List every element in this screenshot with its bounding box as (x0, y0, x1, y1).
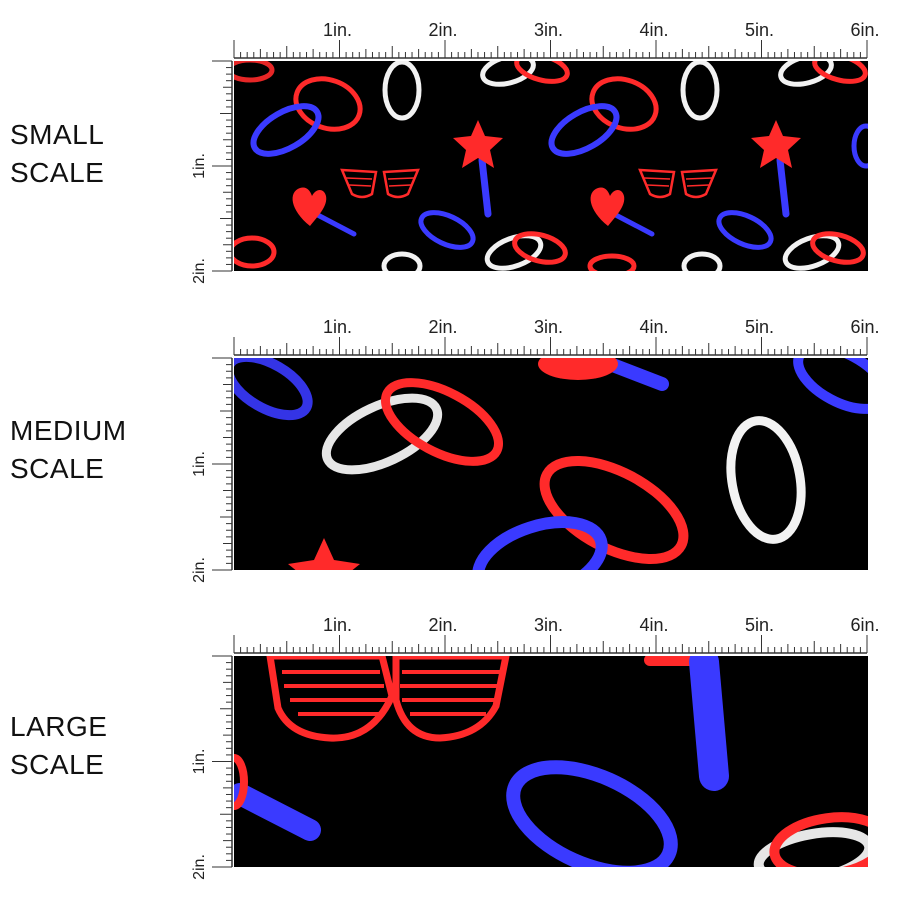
vertical-ruler: 1in. 2in. (191, 60, 233, 284)
ruler-tick-label: 3in. (534, 615, 563, 635)
glow-ring-blue (418, 210, 476, 250)
ruler-and-swatch-large: 1in. 2in. 3in. 4in. 5in. 6in. 1in. 2in. (191, 615, 880, 880)
ruler-tick-label: 6in. (850, 615, 879, 635)
heart-wand-icon (590, 187, 655, 237)
glow-ring-white (782, 233, 842, 271)
glow-ring-red (380, 378, 504, 466)
horizontal-ruler: 1in. 2in. 3in. 4in. 5in. 6in. (233, 615, 880, 654)
glow-ring-white (484, 233, 544, 271)
ruler-tick-label: 1in. (323, 20, 352, 40)
horizontal-ruler: 1in. 2in. 3in. 4in. 5in. 6in. (233, 20, 880, 59)
glow-ring-white (382, 61, 422, 121)
glow-ring-blue (250, 103, 322, 157)
sample-small: SMALL SCALE 1in. 2in. 3in. 4in. 5in. 6in. 1in… (0, 0, 900, 300)
glow-ring-blue (472, 516, 608, 570)
glow-ring-white (726, 416, 806, 544)
glow-ring-red (587, 253, 637, 271)
glow-ring-red (512, 231, 568, 265)
label-line: MEDIUM (10, 415, 127, 446)
sample-medium: MEDIUM SCALE 1in. 2in. 3in. 4in. 5in. 6in. 1i… (0, 298, 900, 598)
sample-large: LARGE SCALE 1in. 2in. 3in. 4in. 5in. 6in. 1in… (0, 596, 900, 896)
glow-ring-red (234, 61, 275, 83)
glow-ring-blue (851, 123, 868, 169)
label-line: SCALE (10, 157, 105, 188)
ruler-tick-label: 4in. (639, 20, 668, 40)
ruler-tick-label: 6in. (850, 20, 879, 40)
ruler-tick-label: 2in. (191, 854, 208, 880)
glow-stick-blue (234, 783, 321, 841)
ruler-tick-label: 1in. (191, 749, 208, 775)
fabric-swatch (234, 61, 868, 271)
ruler-tick-label: 5in. (745, 20, 774, 40)
ruler-tick-label: 6in. (850, 317, 879, 337)
pattern-print (234, 656, 868, 867)
ruler-tick-label: 1in. (191, 153, 208, 179)
glow-stick-blue (603, 358, 669, 391)
glasses-icon (340, 168, 420, 199)
glow-ring-white (778, 61, 834, 87)
ruler-tick-label: 4in. (639, 317, 668, 337)
ruler-tick-label: 4in. (639, 615, 668, 635)
ruler-tick-label: 5in. (745, 615, 774, 635)
pattern-print (234, 61, 868, 271)
label-line: SMALL (10, 119, 105, 150)
glow-ring-white (680, 61, 720, 121)
ruler-tick-label: 2in. (191, 258, 208, 284)
ruler-tick-label: 5in. (745, 317, 774, 337)
ruler-tick-label: 3in. (534, 317, 563, 337)
glow-ring-blue (234, 358, 313, 421)
glow-ring-red (234, 754, 248, 810)
vertical-ruler: 1in. 2in. (191, 357, 233, 583)
ruler-and-swatch-small: 1in. 2in. 3in. 4in. 5in. 6in. 1in. 2in. (191, 20, 880, 284)
glow-ring-white (681, 251, 723, 271)
horizontal-ruler: 1in. 2in. 3in. 4in. 5in. 6in. (233, 317, 880, 356)
glow-ring-white (480, 61, 536, 87)
glow-ring-red (293, 76, 363, 132)
glow-ring-blue (548, 103, 620, 157)
glasses-icon (266, 656, 510, 742)
glow-ring-blue (716, 210, 774, 250)
pattern-print (234, 358, 868, 570)
glow-ring-red (769, 812, 868, 867)
glow-ring-red (234, 235, 277, 269)
glow-ring-blue (506, 760, 678, 867)
ruler-tick-label: 2in. (428, 20, 457, 40)
scale-label-medium: MEDIUM SCALE (10, 412, 127, 488)
ruler-tick-label: 1in. (191, 451, 208, 477)
star-wand-icon (751, 120, 801, 218)
ruler-tick-label: 3in. (534, 20, 563, 40)
ruler-tick-label: 2in. (428, 615, 457, 635)
glasses-icon (638, 168, 718, 199)
glow-ring-red (810, 231, 866, 265)
glow-ring-white (381, 251, 423, 271)
glow-ring-red (812, 61, 868, 84)
glow-ring-red (514, 61, 570, 84)
label-line: LARGE (10, 711, 108, 742)
fabric-swatch (234, 358, 868, 570)
heart-wand-icon (292, 187, 357, 237)
ruler-and-swatch-medium: 1in. 2in. 3in. 4in. 5in. 6in. 1in. 2in. (191, 317, 880, 583)
vertical-ruler: 1in. 2in. (191, 655, 233, 880)
glow-ring-white (753, 827, 868, 867)
ruler-tick-label: 1in. (323, 317, 352, 337)
scale-label-small: SMALL SCALE (10, 116, 104, 192)
star-wand-icon (453, 120, 503, 218)
star-wand-red (288, 538, 360, 570)
label-line: SCALE (10, 749, 105, 780)
glow-stick-blue (689, 656, 729, 791)
scale-label-large: LARGE SCALE (10, 708, 107, 784)
glow-ring-white (321, 393, 443, 475)
ruler-tick-label: 1in. (323, 615, 352, 635)
label-line: SCALE (10, 453, 105, 484)
glow-ring-blue (793, 358, 868, 414)
ruler-tick-label: 2in. (428, 317, 457, 337)
heart-wand-red (538, 358, 618, 380)
fabric-swatch (234, 656, 868, 867)
ruler-tick-label: 2in. (191, 557, 208, 583)
